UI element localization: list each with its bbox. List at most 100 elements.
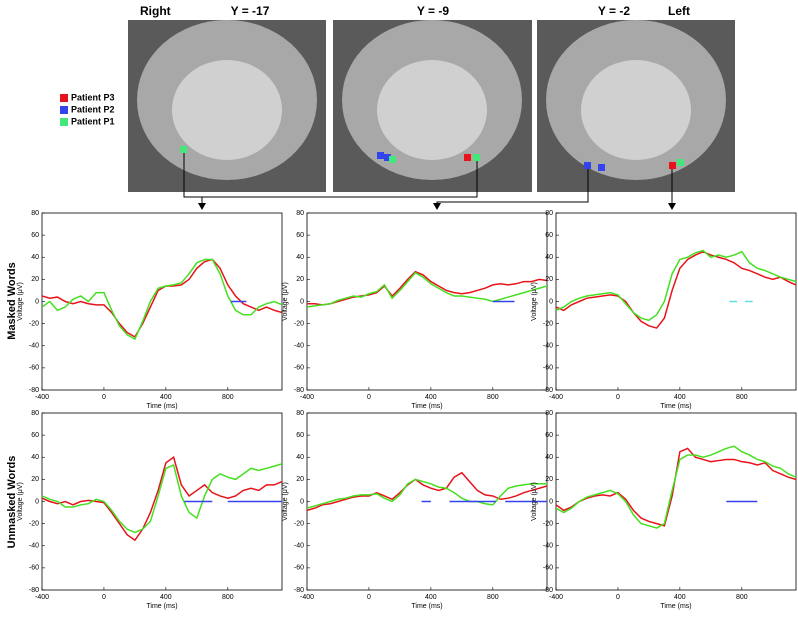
chart: -80 -60 -40 -20 0 20 40 60 80 -400 0 400 800 Time (ms… <box>17 410 283 610</box>
electrode <box>377 152 384 159</box>
y-tick-label: -60 <box>294 565 304 572</box>
x-tick-label: 0 <box>367 394 371 401</box>
x-axis-label: Time (ms) <box>146 603 177 610</box>
y-tick-label: 0 <box>300 498 304 505</box>
y-tick-label: 60 <box>31 232 39 239</box>
x-tick-label: 400 <box>674 394 686 401</box>
brain-shape <box>172 60 282 160</box>
electrode <box>384 154 391 161</box>
x-tick-label: 0 <box>616 594 620 601</box>
y-tick-label: 60 <box>31 432 39 439</box>
x-axis-label: Time (ms) <box>660 403 691 410</box>
y-tick-label: 20 <box>296 476 304 483</box>
y-tick-label: 80 <box>31 410 39 417</box>
y-axis-label: Voltage (μV) <box>282 282 289 321</box>
y-tick-label: 40 <box>545 254 553 261</box>
chart: -80 -60 -40 -20 0 20 40 60 80 -400 0 400 800 Time (ms… <box>282 210 548 410</box>
x-tick-label: -400 <box>549 594 563 601</box>
y-tick-label: -20 <box>294 320 304 327</box>
y-tick-label: 0 <box>300 298 304 305</box>
x-tick-label: 400 <box>425 594 437 601</box>
x-axis-label: Time (ms) <box>660 603 691 610</box>
x-axis-label: Time (ms) <box>146 403 177 410</box>
y-tick-label: -60 <box>294 365 304 372</box>
slice-label: Y = -2 <box>598 4 630 18</box>
y-tick-label: 60 <box>545 232 553 239</box>
y-tick-label: -20 <box>294 520 304 527</box>
y-tick-label: -40 <box>29 543 39 550</box>
y-axis-label: Voltage (μV) <box>17 482 24 521</box>
series-line <box>42 258 282 338</box>
x-tick-label: 0 <box>102 594 106 601</box>
row-label: Masked Words <box>6 262 18 339</box>
x-tick-label: 800 <box>487 394 499 401</box>
y-tick-label: 40 <box>31 254 39 261</box>
y-tick-label: -40 <box>543 343 553 350</box>
y-tick-label: 0 <box>35 498 39 505</box>
x-tick-label: 800 <box>222 394 234 401</box>
y-tick-label: -80 <box>543 387 553 394</box>
series-line <box>556 250 796 329</box>
y-tick-label: -20 <box>543 320 553 327</box>
y-tick-label: -80 <box>29 587 39 594</box>
arrowheads <box>198 203 676 210</box>
connector <box>183 153 478 198</box>
x-tick-label: 800 <box>487 594 499 601</box>
side-label: Left <box>668 4 690 18</box>
legend-label: Patient P3 <box>71 92 115 102</box>
y-tick-label: -20 <box>29 520 39 527</box>
electrode <box>180 146 187 153</box>
chart: -80 -60 -40 -20 0 20 40 60 80 -400 0 400 800 Time (ms… <box>531 210 797 410</box>
y-tick-label: 40 <box>31 454 39 461</box>
y-tick-label: -60 <box>29 365 39 372</box>
y-tick-label: -80 <box>294 587 304 594</box>
series-line <box>42 463 282 534</box>
x-tick-label: 800 <box>222 594 234 601</box>
x-tick-label: 400 <box>674 594 686 601</box>
y-tick-label: 80 <box>545 210 553 217</box>
y-tick-label: 80 <box>545 410 553 417</box>
y-tick-label: -60 <box>543 365 553 372</box>
series-line <box>42 456 282 542</box>
legend-swatch <box>60 94 68 102</box>
electrode <box>598 164 605 171</box>
x-tick-label: -400 <box>35 394 49 401</box>
series-line <box>556 445 796 529</box>
electrode <box>464 154 471 161</box>
y-tick-label: -40 <box>29 343 39 350</box>
series-line <box>556 249 796 322</box>
slice-label: Y = -17 <box>231 4 270 18</box>
y-axis-label: Voltage (μV) <box>531 482 538 521</box>
electrode <box>584 162 591 169</box>
legend: Patient P3 Patient P2 Patient P1 <box>60 92 115 126</box>
legend-swatch <box>60 118 68 126</box>
legend-swatch <box>60 106 68 114</box>
y-tick-label: 40 <box>296 254 304 261</box>
y-tick-label: 80 <box>296 210 304 217</box>
y-tick-label: 20 <box>31 276 39 283</box>
x-axis-label: Time (ms) <box>411 603 442 610</box>
y-axis-label: Voltage (μV) <box>17 282 24 321</box>
y-tick-label: -80 <box>294 387 304 394</box>
y-tick-label: 20 <box>296 276 304 283</box>
side-label: Right <box>140 4 171 18</box>
x-tick-label: 400 <box>425 394 437 401</box>
y-axis-label: Voltage (μV) <box>531 282 538 321</box>
electrode-markers <box>180 146 684 171</box>
row-label: Unmasked Words <box>6 456 18 549</box>
y-tick-label: 0 <box>549 298 553 305</box>
plot-frame <box>555 412 797 591</box>
series-line <box>42 258 282 341</box>
brain-shape <box>377 60 487 160</box>
y-tick-label: -20 <box>543 520 553 527</box>
x-tick-label: 400 <box>160 594 172 601</box>
y-tick-label: -40 <box>294 543 304 550</box>
series-line <box>307 271 547 308</box>
arrowhead <box>668 203 676 210</box>
y-tick-label: -40 <box>294 343 304 350</box>
y-tick-label: 80 <box>31 210 39 217</box>
brain-shape <box>581 60 691 160</box>
x-tick-label: 0 <box>102 394 106 401</box>
chart: -80 -60 -40 -20 0 20 40 60 80 -400 0 400 800 Time (ms… <box>17 210 283 410</box>
